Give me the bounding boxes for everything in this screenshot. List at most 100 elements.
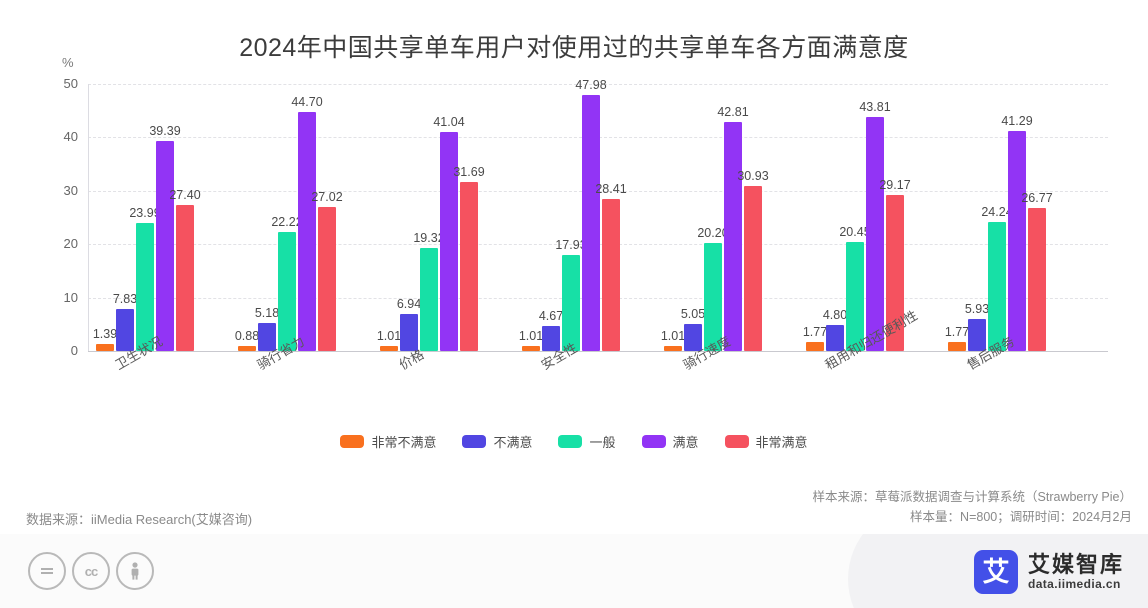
bar[interactable] [238, 346, 256, 351]
legend-item[interactable]: 非常不满意 [340, 432, 436, 451]
bar[interactable] [522, 345, 540, 351]
page-title: 2024年中国共享单车用户对使用过的共享单车各方面满意度 [239, 34, 909, 62]
plot-area: % 0 10 20 30 40 50 1.39 7.83 23.99 39.39 27.40 0.8… [62, 0, 1108, 373]
bar[interactable] [318, 206, 336, 351]
bar-group-item: 20.20 [697, 0, 729, 351]
bar-group-item: 23.99 [129, 0, 161, 351]
bar[interactable] [1008, 130, 1026, 351]
creative-commons-icon: cc [72, 552, 110, 590]
bar[interactable] [704, 243, 722, 351]
bar-value-label: 44.70 [291, 95, 323, 110]
bar-value-label: 5.93 [964, 302, 990, 317]
bar-group-item: 0.88 [235, 0, 259, 351]
bar[interactable] [826, 325, 844, 351]
bar[interactable] [136, 222, 154, 351]
bar[interactable] [176, 204, 194, 351]
bar[interactable] [542, 326, 560, 351]
bar[interactable] [460, 181, 478, 351]
bar-value-label: 1.01 [376, 328, 402, 343]
legend-swatch [558, 435, 583, 448]
bar-group-item: 39.39 [149, 0, 181, 351]
bar[interactable] [968, 319, 986, 351]
bar[interactable] [258, 323, 276, 351]
bar-value-label: 5.05 [680, 307, 706, 322]
bar-group-item: 7.83 [112, 0, 138, 351]
bar-value-label: 7.83 [112, 292, 138, 307]
bar[interactable] [156, 140, 174, 351]
bar-group-item: 5.18 [255, 0, 279, 351]
y-axis-tick-label: 50 [63, 76, 78, 91]
bar-value-label: 42.81 [717, 105, 749, 120]
bar[interactable] [380, 345, 398, 351]
y-axis-tick-label: 40 [63, 129, 78, 145]
bar-group-item: 44.70 [291, 0, 323, 351]
bar[interactable] [866, 117, 884, 351]
bar-value-label: 4.80 [822, 308, 848, 323]
bar[interactable] [440, 131, 458, 351]
legend-label: 非常满意 [755, 435, 808, 450]
bar-group-item: 24.24 [981, 0, 1013, 351]
bar-group-item: 43.81 [859, 0, 891, 351]
legend-label: 满意 [672, 435, 699, 450]
bar-value-label: 29.17 [879, 178, 911, 193]
legend: 非常不满意 不满意 一般 满意 非常满意 [0, 432, 1148, 451]
bar[interactable] [96, 343, 114, 351]
sample-source-line: 样本来源：草莓派数据调查与计算系统（Strawberry Pie） [812, 490, 1132, 504]
legend-swatch [340, 435, 365, 448]
bar[interactable] [582, 94, 600, 351]
bar[interactable] [846, 241, 864, 351]
legend-item[interactable]: 一般 [558, 432, 616, 451]
brand-logo: 艾 艾媒智库 data.iimedia.cn [973, 550, 1124, 594]
legend-item[interactable]: 非常满意 [724, 432, 808, 451]
bar[interactable] [806, 341, 824, 351]
sample-note: 样本来源：草莓派数据调查与计算系统（Strawberry Pie） 样本量：N=… [813, 487, 1132, 527]
bar[interactable] [602, 199, 620, 351]
bar[interactable] [420, 247, 438, 351]
bar[interactable] [886, 195, 904, 351]
bar[interactable] [116, 309, 134, 351]
bar-value-label: 1.77 [802, 324, 828, 339]
bar[interactable] [744, 185, 762, 351]
bar[interactable] [948, 341, 966, 351]
bars-layer: 1.39 7.83 23.99 39.39 27.40 0.88 5.18 22.22 44.7… [92, 0, 1053, 351]
y-axis-tick-label: 30 [63, 182, 78, 198]
bar-value-label: 28.41 [595, 182, 627, 197]
brand-url: data.iimedia.cn [1027, 577, 1121, 591]
sample-size-line: 样本量：N=800；调研时间：2024月2月 [910, 510, 1132, 524]
bar-value-label: 17.93 [555, 238, 587, 253]
bar[interactable] [724, 122, 742, 351]
bar-group-item: 1.01 [661, 0, 685, 351]
bar[interactable] [1028, 208, 1046, 351]
bar-value-label: 6.94 [396, 296, 422, 311]
legend-item[interactable]: 不满意 [462, 432, 532, 451]
bar-group-item: 17.93 [555, 0, 587, 351]
bar-group-item: 5.05 [680, 0, 706, 351]
bar-group-item: 6.94 [396, 0, 422, 351]
x-axis-line [88, 351, 1108, 352]
y-axis-unit-label: % [62, 55, 74, 70]
bar[interactable] [562, 255, 580, 351]
bar-value-label: 1.77 [944, 324, 970, 339]
bar-value-label: 30.93 [737, 168, 769, 183]
legend-item[interactable]: 满意 [641, 432, 699, 451]
bar-group-item: 26.77 [1021, 0, 1053, 351]
bar[interactable] [298, 112, 316, 351]
bar-group-item: 20.45 [839, 0, 871, 351]
bar-value-label: 41.04 [433, 114, 465, 129]
bar-group-item: 29.17 [879, 0, 911, 351]
bar[interactable] [664, 345, 682, 351]
bar[interactable] [684, 324, 702, 351]
bar-group-item: 1.77 [802, 0, 828, 351]
bar-group-item: 27.02 [311, 0, 343, 351]
bar-group-item: 1.01 [376, 0, 402, 351]
bar[interactable] [400, 313, 418, 351]
y-axis-tick-label: 10 [63, 289, 78, 305]
bar-value-label: 47.98 [575, 77, 607, 92]
bar[interactable] [278, 232, 296, 351]
no-derivatives-icon [28, 552, 66, 590]
bar-value-label: 43.81 [859, 100, 891, 115]
bar-value-label: 1.39 [92, 326, 118, 341]
bar[interactable] [988, 221, 1006, 351]
bar-value-label: 27.40 [169, 187, 201, 202]
